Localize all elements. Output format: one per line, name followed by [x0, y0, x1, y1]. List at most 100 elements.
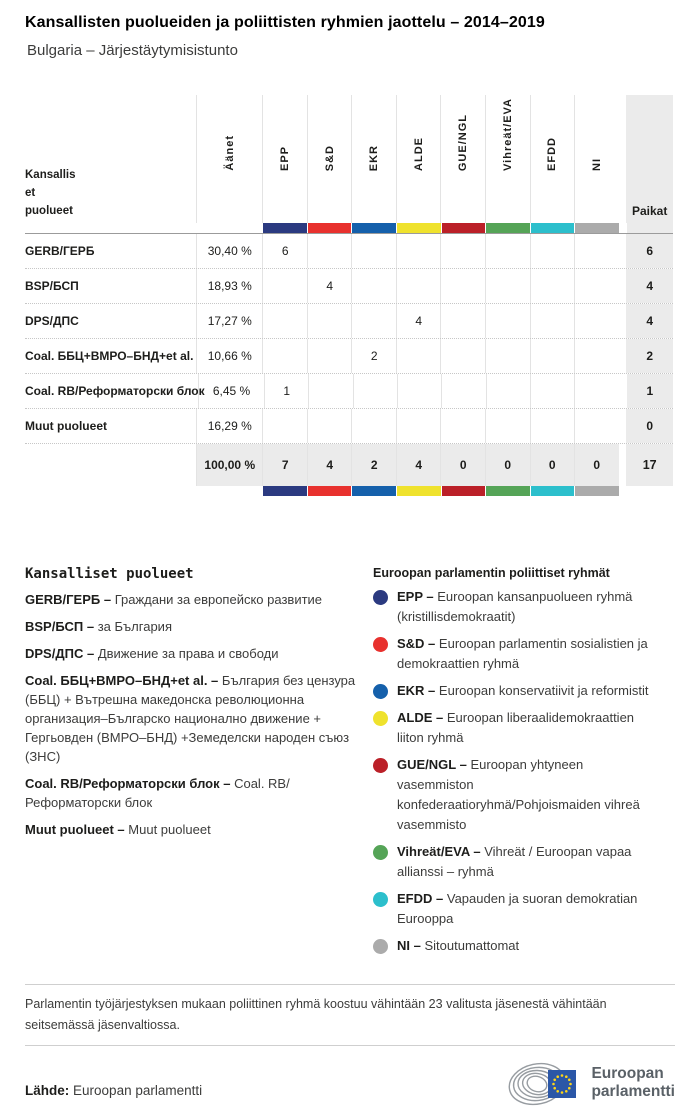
seat-cell [440, 269, 485, 303]
group-header-cell: EKR [351, 95, 396, 223]
seat-cell [306, 409, 352, 443]
seat-cell: 4 [395, 304, 441, 338]
group-color-swatch [574, 486, 619, 496]
group-legend-item: NI – Sitoutumattomat [373, 936, 675, 956]
total-seat-cell: 0 [574, 444, 619, 486]
seat-cell [529, 409, 575, 443]
seat-cell [530, 374, 574, 408]
footnote: Parlamentin työjärjestyksen mukaan polii… [25, 997, 607, 1032]
group-color-bar [25, 223, 674, 233]
total-seats-cell: 6 [626, 234, 673, 268]
page-subtitle: Bulgaria – Järjestäytymisistunto [27, 42, 238, 59]
group-header-cell: S&D [306, 95, 352, 223]
seat-cell [440, 304, 485, 338]
seat-cell [574, 339, 619, 373]
seat-cell [397, 374, 441, 408]
seats-table: Kansallis et puolueet Äänet EPP S&D EKR … [25, 95, 674, 496]
ep-logo-wordmark: Euroopan parlamentti [591, 1065, 675, 1100]
seat-cell [574, 234, 619, 268]
group-header-label: EFDD [546, 137, 559, 171]
seat-cell [308, 374, 352, 408]
seat-cell [351, 234, 396, 268]
seat-cell [529, 304, 575, 338]
national-parties-legend: Kansalliset puolueet GERB/ГЕРБ – Граждан… [25, 566, 373, 956]
seat-cell [485, 409, 530, 443]
table-row: Muut puolueet 16,29 % 0 [25, 409, 673, 444]
seat-cell [351, 304, 396, 338]
seat-cell [395, 269, 441, 303]
grand-total-cell: 17 [626, 444, 673, 486]
group-color-dot [373, 892, 388, 907]
group-color-swatch [306, 486, 352, 496]
group-color-dot [373, 939, 388, 954]
table-row: Coal. ББЦ+ВМРО–БНД+et al. 10,66 % 2 2 [25, 339, 673, 374]
paikat-header-cell: Paikat [626, 95, 673, 223]
seat-cell [440, 409, 485, 443]
political-groups-heading: Euroopan parlamentin poliittiset ryhmät [373, 566, 610, 580]
total-seats-cell: 0 [626, 409, 673, 443]
group-color-swatch [396, 223, 441, 233]
seat-cell [395, 339, 441, 373]
total-seat-cell: 4 [395, 444, 441, 486]
european-parliament-logo: Euroopan parlamentti [507, 1058, 675, 1108]
party-name: GERB/ГЕРБ [25, 244, 95, 258]
seat-cell [351, 409, 396, 443]
paikat-header-label: Paikat [632, 204, 668, 218]
seat-cell [485, 374, 530, 408]
party-legend-item: GERB/ГЕРБ – Граждани за европейско разви… [25, 592, 323, 607]
seat-cell [574, 409, 619, 443]
seat-cell [351, 269, 396, 303]
votes-cell: 6,45 % [198, 374, 264, 408]
party-name: Coal. ББЦ+ВМРО–БНД+et al. [25, 349, 194, 363]
group-header-cell: EFDD [529, 95, 575, 223]
seat-cell [395, 234, 441, 268]
total-seats-cell: 1 [626, 374, 673, 408]
group-color-swatch [306, 223, 352, 233]
group-color-swatch [351, 486, 396, 496]
seat-cell [529, 339, 575, 373]
votes-cell: 16,29 % [196, 409, 262, 443]
seat-cell [574, 269, 619, 303]
seat-cell [262, 269, 307, 303]
political-groups-legend: Euroopan parlamentin poliittiset ryhmät … [373, 566, 675, 956]
divider [25, 984, 675, 985]
votes-header-cell: Äänet [196, 95, 262, 223]
votes-cell: 17,27 % [196, 304, 262, 338]
group-header-label: EPP [279, 145, 292, 171]
votes-cell: 10,66 % [196, 339, 262, 373]
group-legend-item: EPP – Euroopan kansanpuolueen ryhmä (kri… [373, 587, 675, 627]
total-seat-cell: 0 [440, 444, 485, 486]
group-color-dot [373, 684, 388, 699]
group-color-swatch [351, 223, 396, 233]
group-legend-item: EKR – Euroopan konservatiivit ja reformi… [373, 681, 675, 701]
group-color-swatch [529, 486, 575, 496]
group-color-dot [373, 845, 388, 860]
seat-cell [574, 304, 619, 338]
party-name: Muut puolueet [25, 419, 107, 433]
group-legend-item: EFDD – Vapauden ja suoran demokratian Eu… [373, 889, 675, 929]
total-seat-cell: 7 [262, 444, 307, 486]
seat-cell [262, 409, 307, 443]
source-label: Lähde: [25, 1083, 70, 1098]
party-name: Coal. RB/Реформаторски блок [25, 384, 205, 398]
legend-section: Kansalliset puolueet GERB/ГЕРБ – Граждан… [25, 566, 675, 956]
source-value: Euroopan parlamentti [73, 1083, 203, 1098]
corner-header-label: Kansallis et puolueet [25, 169, 76, 217]
group-color-bar-bottom [25, 486, 674, 496]
seat-cell [306, 304, 352, 338]
national-parties-heading: Kansalliset puolueet [25, 566, 194, 582]
seat-cell [529, 234, 575, 268]
group-color-swatch [529, 223, 575, 233]
seat-cell: 6 [262, 234, 307, 268]
total-seat-cell: 0 [529, 444, 575, 486]
corner-header-cell: Kansallis et puolueet [25, 95, 196, 223]
group-header-cell: GUE/NGL [440, 95, 485, 223]
group-legend-item: S&D – Euroopan parlamentin sosialistien … [373, 634, 675, 674]
source-row: Lähde: Euroopan parlamentti [25, 1058, 675, 1108]
group-color-dot [373, 711, 388, 726]
group-legend-item: ALDE – Euroopan liberaalidemokraattien l… [373, 708, 675, 748]
seat-cell: 4 [306, 269, 352, 303]
seat-cell: 1 [264, 374, 308, 408]
seat-cell [306, 234, 352, 268]
